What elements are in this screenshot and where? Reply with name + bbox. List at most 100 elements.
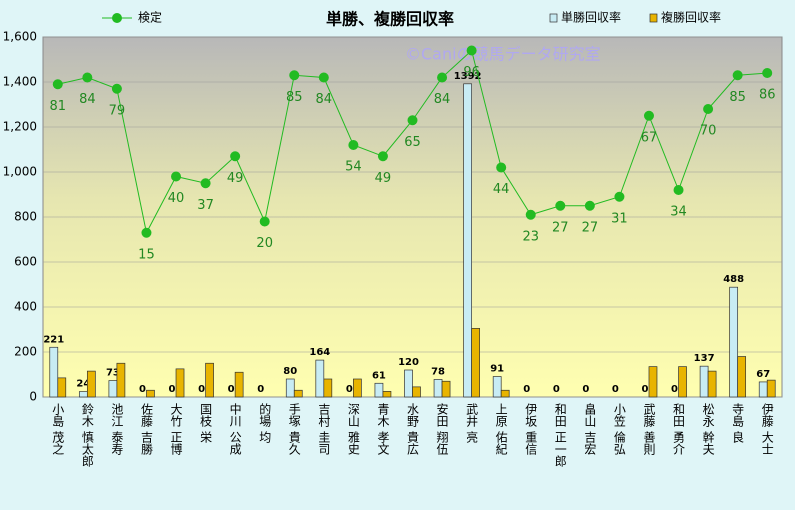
x-tick-label: 深山 雅史: [346, 403, 360, 455]
legend-label: 複勝回収率: [661, 10, 721, 25]
line-point: [318, 72, 329, 83]
x-tick-label: 鈴木 慎太郎: [80, 402, 94, 467]
x-tick-label: 武井 亮: [465, 403, 479, 443]
line-point: [348, 140, 359, 150]
line-point: [141, 227, 152, 238]
bar: [707, 370, 717, 398]
line-point: [111, 83, 122, 94]
bar-value-label: 0: [139, 384, 146, 395]
point-value-label: 79: [109, 103, 126, 118]
bar: [441, 380, 451, 398]
bar-value-label: 0: [257, 384, 264, 395]
bar: [500, 389, 510, 398]
bar-value-label: 78: [431, 366, 445, 377]
bar: [315, 359, 325, 398]
y-tick-label: 600: [14, 255, 37, 269]
bar: [463, 83, 472, 398]
x-tick-label: 手塚 貴久: [287, 403, 301, 456]
y-tick-label: 0: [29, 390, 37, 404]
legend-swatch: [649, 13, 658, 23]
bar: [404, 369, 413, 398]
bar: [285, 378, 295, 398]
point-value-label: 86: [759, 88, 776, 103]
line-point: [703, 104, 714, 114]
legend-label: 検定: [138, 10, 162, 25]
x-tick-label: 寺島 良: [731, 403, 745, 444]
bar-value-label: 0: [346, 384, 353, 395]
bar: [116, 362, 126, 398]
x-tick-label: 大竹 正博: [169, 403, 183, 455]
chart-title: 単勝、複勝回収率: [326, 10, 454, 29]
point-value-label: 70: [700, 124, 717, 139]
y-tick-label: 800: [14, 210, 37, 224]
line-point: [259, 216, 270, 227]
point-value-label: 96: [463, 65, 480, 80]
bar: [766, 379, 776, 398]
x-tick-label: 和田 勇介: [672, 403, 686, 455]
line-point: [732, 70, 743, 81]
line-point: [52, 79, 63, 90]
line-point: [437, 72, 448, 83]
x-tick-label: 伊坂 重信: [524, 403, 538, 456]
y-tick-label: 200: [14, 345, 37, 359]
y-tick-label: 1,200: [3, 120, 37, 134]
bar-value-label: 67: [756, 369, 770, 380]
bar-value-label: 0: [612, 384, 619, 395]
x-tick-label: 伊藤 大士: [760, 403, 774, 455]
line-point: [496, 162, 507, 173]
point-value-label: 84: [79, 92, 96, 107]
point-value-label: 44: [493, 182, 510, 197]
bar-value-label: 488: [723, 274, 744, 285]
line-point: [82, 72, 93, 83]
x-tick-label: 畠山 吉宏: [583, 402, 597, 456]
bar-value-label: 0: [228, 384, 235, 395]
x-tick-label: 上原 佑紀: [494, 403, 508, 455]
point-value-label: 81: [50, 99, 67, 114]
x-tick-label: 水野 貴広: [406, 403, 420, 455]
x-tick-label: 小笠 倫弘: [612, 403, 626, 455]
line-point: [466, 45, 477, 56]
bar-value-label: 24: [76, 379, 90, 390]
point-value-label: 15: [138, 247, 155, 262]
x-tick-label: 和田 正一郎: [553, 403, 567, 467]
x-tick-label: 安田 翔伍: [435, 402, 449, 455]
point-value-label: 85: [286, 90, 303, 105]
bar: [737, 356, 747, 398]
legend-swatch: [549, 13, 558, 23]
line-point: [673, 185, 684, 195]
bar-value-label: 0: [169, 384, 176, 395]
bar-value-label: 120: [398, 357, 419, 368]
bar: [205, 362, 214, 398]
line-point: [555, 200, 566, 211]
line-point: [762, 68, 773, 78]
point-value-label: 27: [552, 220, 569, 235]
y-tick-label: 400: [14, 300, 37, 314]
bar-value-label: 73: [106, 368, 120, 379]
bar: [146, 389, 155, 398]
bar: [678, 366, 687, 398]
x-tick-label: 小島 茂之: [51, 403, 65, 455]
y-tick-label: 1,000: [3, 165, 37, 179]
point-value-label: 31: [611, 211, 628, 226]
watermark: ©Caniの競馬データ研究室: [405, 45, 601, 64]
line-point: [377, 151, 388, 162]
x-tick-label: 中川 公成: [228, 402, 242, 456]
bar: [374, 382, 384, 398]
bar: [293, 389, 303, 398]
line-point: [200, 178, 211, 189]
point-value-label: 65: [404, 135, 421, 150]
bar-value-label: 0: [641, 384, 648, 395]
bar: [86, 370, 96, 398]
bar-value-label: 1392: [454, 71, 482, 82]
bar-value-label: 0: [582, 384, 589, 395]
x-tick-label: 吉村 圭司: [317, 403, 331, 455]
bar: [648, 366, 658, 398]
bar-value-label: 0: [198, 384, 205, 395]
bar-value-label: 137: [694, 353, 715, 364]
point-value-label: 49: [375, 171, 392, 186]
line-point: [171, 171, 182, 182]
bar: [323, 378, 333, 398]
bar: [49, 346, 59, 398]
line-point: [289, 70, 300, 81]
point-value-label: 40: [168, 191, 185, 206]
